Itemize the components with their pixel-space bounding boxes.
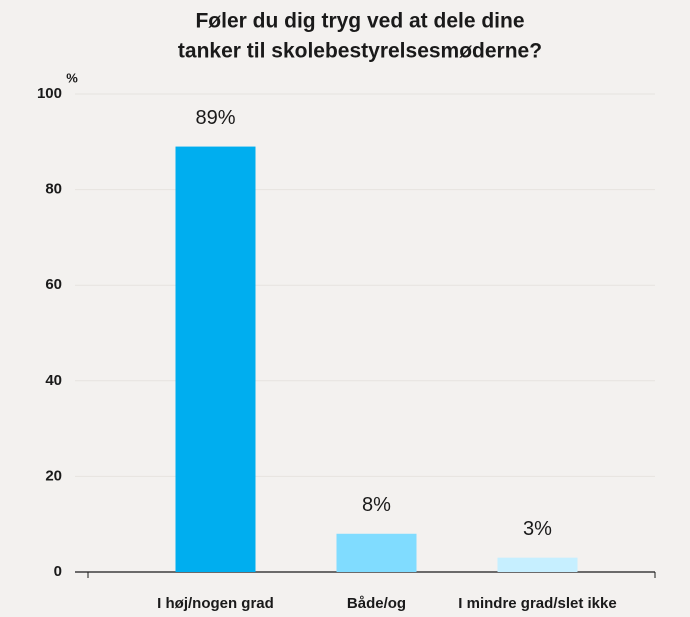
y-tick-label: 20 bbox=[45, 467, 62, 484]
bar bbox=[497, 557, 578, 572]
y-tick-label: 40 bbox=[45, 372, 62, 389]
value-label: 3% bbox=[523, 518, 552, 540]
y-axis-label: % bbox=[66, 70, 78, 85]
y-tick-label: 100 bbox=[37, 85, 62, 102]
value-label: 89% bbox=[195, 107, 235, 129]
chart-title: tanker til skolebestyrelsesmøderne? bbox=[178, 40, 542, 63]
x-tick-label: I mindre grad/slet ikke bbox=[458, 595, 616, 612]
y-tick-label: 80 bbox=[45, 181, 62, 198]
x-tick-label: I høj/nogen grad bbox=[157, 595, 274, 612]
bar bbox=[175, 146, 256, 572]
y-tick-label: 0 bbox=[54, 563, 62, 580]
value-label: 8% bbox=[362, 494, 391, 516]
y-tick-label: 60 bbox=[45, 276, 62, 293]
x-tick-label: Både/og bbox=[347, 595, 406, 612]
bar bbox=[336, 533, 417, 572]
chart-title: Føler du dig tryg ved at dele dine bbox=[195, 10, 524, 33]
